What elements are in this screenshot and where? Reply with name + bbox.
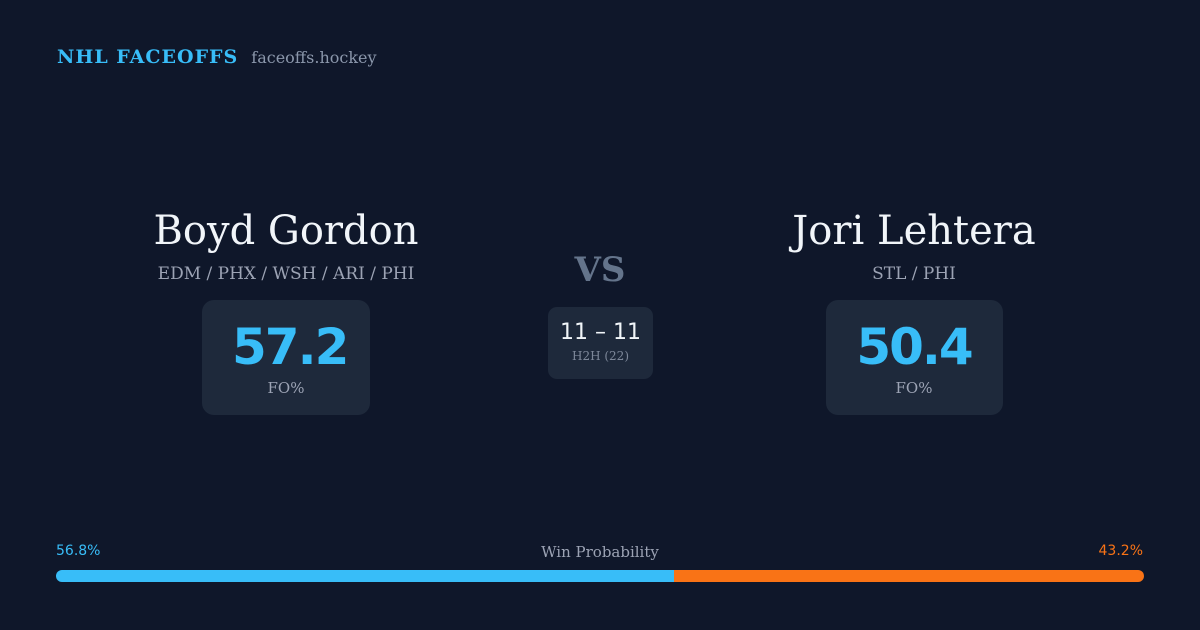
player-left-teams: EDM / PHX / WSH / ARI / PHI — [157, 264, 415, 284]
win-prob-left-label: 56.8% — [56, 543, 101, 559]
vs-label: VS — [574, 250, 626, 290]
player-right-teams: STL / PHI — [872, 264, 956, 284]
win-prob-left-fill — [56, 570, 674, 582]
player-right-stat-card: 50.4 FO% — [825, 300, 1003, 415]
brand-site: faceoffs.hockey — [251, 48, 377, 67]
player-right-fo-value: 50.4 — [856, 318, 973, 376]
player-left-name: Boyd Gordon — [153, 208, 419, 254]
player-left-fo-value: 57.2 — [232, 318, 349, 376]
player-left-stat-card: 57.2 FO% — [202, 300, 370, 415]
h2h-score: 11 – 11 — [560, 320, 641, 345]
h2h-card: 11 – 11 H2H (22) — [548, 307, 653, 379]
brand-header: NHL FACEOFFS faceoffs.hockey — [57, 46, 377, 68]
win-prob-right-fill — [673, 570, 1144, 582]
h2h-label: H2H (22) — [571, 349, 629, 363]
brand-name: NHL FACEOFFS — [57, 46, 239, 68]
win-prob-bar — [56, 570, 1144, 582]
win-prob-right-label: 43.2% — [1098, 543, 1143, 559]
player-right-fo-label: FO% — [895, 379, 933, 397]
player-left-fo-label: FO% — [267, 379, 305, 397]
win-prob-title: Win Probability — [541, 543, 659, 561]
player-left-panel: Boyd Gordon EDM / PHX / WSH / ARI / PHI … — [26, 204, 546, 415]
player-right-name: Jori Lehtera — [792, 208, 1036, 254]
player-right-panel: Jori Lehtera STL / PHI 50.4 FO% — [654, 204, 1174, 415]
